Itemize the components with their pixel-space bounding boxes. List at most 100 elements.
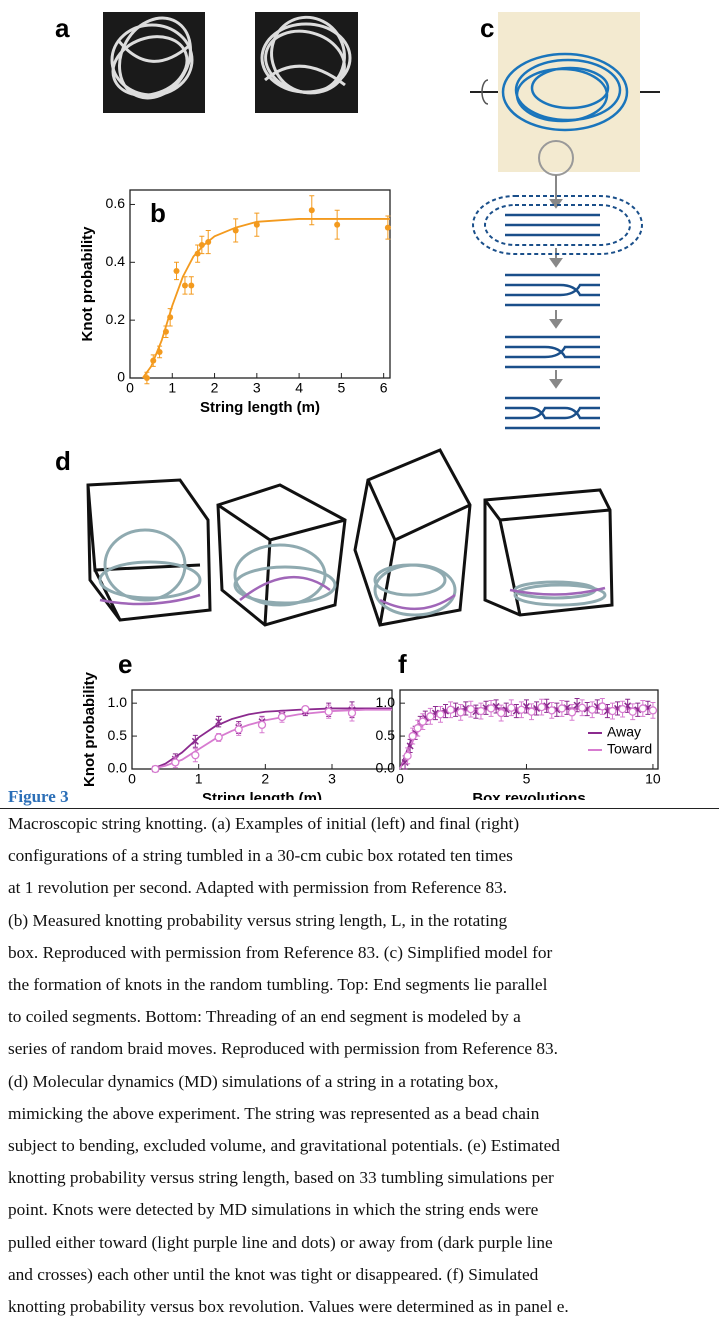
data-point (577, 703, 587, 712)
data-point (181, 282, 188, 289)
y-tick-label: 1.0 (376, 694, 396, 710)
caption-line: pulled either toward (light purple line … (8, 1232, 553, 1252)
data-point (214, 733, 223, 742)
data-point (598, 702, 607, 711)
data-point (162, 328, 169, 335)
data-point (628, 707, 637, 716)
legend-label: Toward (607, 741, 652, 757)
caption-line: to coiled segments. Bottom: Threading of… (8, 1007, 521, 1027)
data-point (466, 704, 475, 714)
data-point (234, 725, 243, 734)
y-tick-label: 0.0 (108, 760, 128, 776)
data-point (436, 710, 445, 719)
data-point (277, 712, 287, 722)
photo (103, 12, 205, 113)
x-tick-label: 5 (523, 771, 531, 787)
y-tick-label: 0.2 (106, 311, 126, 327)
x-tick-label: 1 (168, 380, 176, 396)
data-point (232, 227, 239, 234)
data-point (486, 704, 496, 713)
fit-curve (141, 218, 390, 379)
y-tick-label: 0.0 (376, 760, 396, 776)
fit-curve (151, 708, 392, 770)
data-point (403, 751, 412, 760)
data-point (497, 708, 506, 718)
plot-frame (399, 689, 659, 770)
data-point (253, 221, 260, 228)
data-point (334, 221, 341, 228)
x-tick-label: 0 (128, 771, 136, 787)
data-point (648, 706, 658, 715)
x-tick-label: 0 (396, 771, 404, 787)
y-tick-label: 0 (117, 369, 125, 385)
data-point (188, 282, 195, 289)
data-point (205, 239, 212, 246)
data-point (347, 708, 357, 718)
x-tick-label: 3 (328, 771, 336, 787)
legend-label: Away (607, 724, 641, 740)
data-point (401, 758, 409, 766)
data-point (408, 731, 417, 741)
caption-line: and crosses) each other until the knot w… (8, 1264, 539, 1284)
data-point (588, 705, 597, 714)
data-point (191, 751, 200, 760)
rule (0, 808, 719, 809)
caption-line: the formation of knots in the random tum… (8, 975, 548, 994)
plot-frame (129, 189, 391, 379)
knot-model-diagram (470, 12, 660, 430)
data-point (173, 267, 180, 274)
panel-label: f (398, 649, 407, 679)
data-point (517, 705, 526, 714)
data-point (456, 708, 465, 717)
x-tick-label: 4 (295, 380, 303, 396)
x-axis-label: String length (m) (200, 399, 320, 416)
panel-label: c (480, 13, 494, 43)
data-point (567, 708, 577, 717)
y-tick-label: 0.4 (106, 253, 126, 269)
caption-line: subject to bending, excluded volume, and… (8, 1136, 560, 1155)
fit-curve (151, 707, 392, 770)
x-tick-label: 5 (337, 380, 345, 396)
data-point (638, 704, 647, 713)
data-point (151, 764, 160, 774)
x-axis-label: String length (m) (202, 790, 322, 800)
panel-label: e (118, 649, 132, 679)
data-point (257, 720, 267, 730)
y-axis-label: Knot probability (79, 226, 96, 342)
y-axis-label: Knot probability (81, 671, 98, 787)
data-point (150, 357, 157, 364)
data-point (167, 314, 174, 321)
data-point (215, 718, 223, 726)
data-point (557, 704, 567, 713)
caption-line: point. Knots were detected by MD simulat… (8, 1200, 539, 1220)
data-point (547, 706, 556, 715)
panel-label: d (55, 446, 71, 476)
x-tick-label: 0 (126, 380, 134, 396)
y-tick-label: 0.5 (376, 727, 396, 743)
caption-line: box. Reproduced with permission from Ref… (8, 942, 553, 962)
caption-line: knotting probability versus string lengt… (8, 1168, 554, 1188)
caption-line: (b) Measured knotting probability versus… (8, 910, 508, 930)
x-tick-label: 1 (195, 771, 203, 787)
simulation-snapshots (86, 448, 614, 627)
x-tick-label: 3 (253, 380, 261, 396)
data-point (413, 724, 422, 733)
plot-frame (131, 689, 393, 770)
data-point (301, 704, 310, 714)
data-point (446, 705, 455, 714)
data-point (308, 207, 315, 214)
data-point (198, 241, 205, 248)
panel-label: a (55, 13, 70, 43)
caption-line: at 1 revolution per second. Adapted with… (8, 878, 508, 898)
y-tick-label: 1.0 (108, 694, 128, 710)
data-point (426, 712, 435, 721)
x-tick-label: 2 (261, 771, 269, 787)
y-tick-label: 0.6 (106, 195, 126, 211)
x-tick-label: 6 (380, 380, 388, 396)
caption-line: knotting probability versus box revoluti… (8, 1297, 569, 1316)
caption-line: Macroscopic string knotting. (a) Example… (8, 814, 520, 833)
caption-line: configurations of a string tumbled in a … (8, 846, 513, 866)
data-point (537, 702, 546, 712)
caption-line: (d) Molecular dynamics (MD) simulations … (8, 1071, 499, 1091)
data-point (324, 707, 333, 716)
